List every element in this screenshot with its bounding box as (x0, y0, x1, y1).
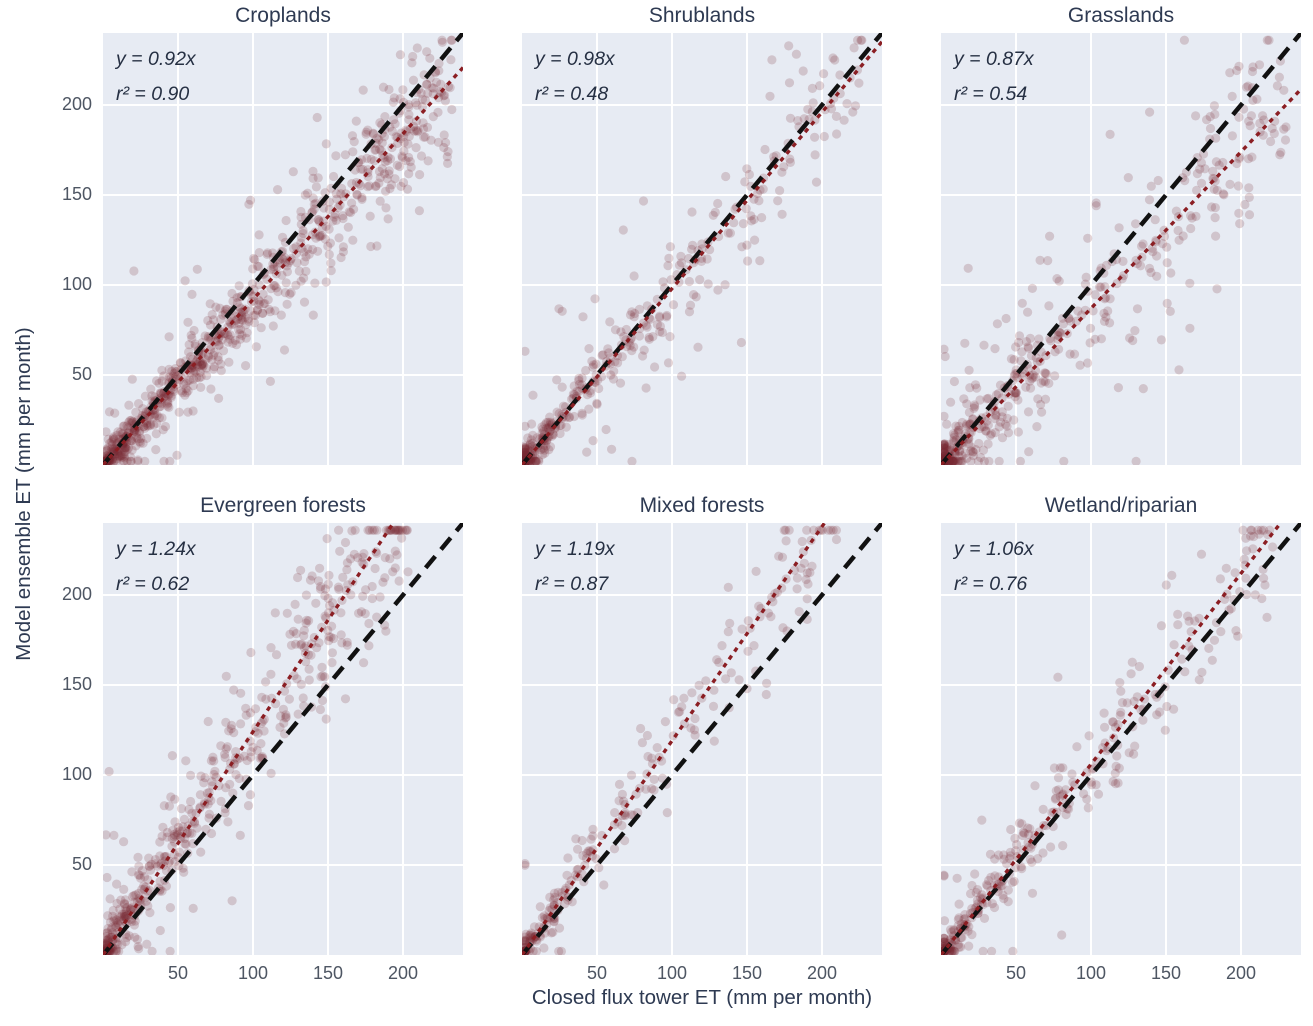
plot-area: y = 1.06x r² = 0.76 (941, 523, 1301, 955)
x-tick-label: 150 (1150, 963, 1182, 983)
y-tick-label: 50 (71, 364, 92, 384)
fit-annotation: y = 0.92x r² = 0.90 (116, 42, 196, 111)
plot-area: y = 1.19x r² = 0.87 (522, 523, 882, 955)
x-tick-label: 100 (237, 963, 269, 983)
panel-evergreen-forests: Evergreen forests y = 1.24x r² = 0.62 (103, 490, 463, 955)
panel-mixed-forests: Mixed forests y = 1.19x r² = 0.87 (522, 490, 882, 955)
plot-area: y = 0.92x r² = 0.90 (103, 33, 463, 465)
scatter-plot (103, 523, 463, 955)
scatter-plot (941, 33, 1301, 465)
scatter-plot (522, 33, 882, 465)
x-tick-label: 100 (656, 963, 688, 983)
fit-annotation: y = 1.06x r² = 0.76 (954, 532, 1034, 601)
x-tick-label: 200 (387, 963, 419, 983)
panel-title: Evergreen forests (200, 493, 366, 517)
fit-equation-label: y = 0.98x (535, 48, 615, 70)
panel-title: Mixed forests (639, 493, 765, 517)
y-tick-label: 200 (61, 584, 92, 604)
plot-area: y = 1.24x r² = 0.62 (103, 523, 463, 955)
x-tick-label: 50 (1005, 963, 1027, 983)
y-tick-label: 50 (71, 854, 92, 874)
fit-annotation: y = 0.87x r² = 0.54 (954, 42, 1034, 111)
r-squared-label: r² = 0.76 (954, 572, 1028, 595)
y-tick-label: 150 (61, 184, 92, 204)
panel-title: Wetland/riparian (1044, 493, 1198, 517)
x-tick-label: 100 (1075, 963, 1107, 983)
panel-grasslands: Grasslands y = 0.87x r² = 0.54 (941, 0, 1301, 465)
r-squared-label: r² = 0.90 (116, 82, 190, 105)
fit-annotation: y = 0.98x r² = 0.48 (535, 42, 615, 111)
scatter-plot (103, 33, 463, 465)
fit-equation-label: y = 0.92x (116, 48, 196, 70)
x-axis-label: Closed flux tower ET (mm per month) (531, 986, 873, 1009)
fit-equation-label: y = 1.24x (116, 538, 196, 560)
fit-equation-label: y = 0.87x (954, 48, 1034, 70)
y-axis-label: Model ensemble ET (mm per month) (12, 327, 35, 661)
y-tick-label: 150 (61, 674, 92, 694)
fit-equation-label: y = 1.06x (954, 538, 1034, 560)
x-tick-label: 200 (1225, 963, 1257, 983)
r-squared-label: r² = 0.62 (116, 572, 190, 595)
fit-annotation: y = 1.19x r² = 0.87 (535, 532, 615, 601)
panel-wetland-riparian: Wetland/riparian y = 1.06x r² = 0.76 (941, 490, 1301, 955)
plot-area: y = 0.98x r² = 0.48 (522, 33, 882, 465)
fit-annotation: y = 1.24x r² = 0.62 (116, 532, 196, 601)
x-tick-label: 50 (586, 963, 608, 983)
x-tick-label: 200 (806, 963, 838, 983)
y-tick-label: 200 (61, 94, 92, 114)
panel-croplands: Croplands y = 0.92x r² = 0.90 (103, 0, 463, 465)
x-tick-label: 50 (167, 963, 189, 983)
fit-equation-label: y = 1.19x (535, 538, 615, 560)
scatter-plot (522, 523, 882, 955)
y-tick-label: 100 (61, 274, 92, 294)
x-tick-label: 150 (312, 963, 344, 983)
y-tick-label: 100 (61, 764, 92, 784)
r-squared-label: r² = 0.54 (954, 82, 1028, 105)
scatter-plot (941, 523, 1301, 955)
panel-title: Croplands (235, 3, 331, 27)
r-squared-label: r² = 0.87 (535, 572, 609, 595)
panel-shrublands: Shrublands y = 0.98x r² = 0.48 (522, 0, 882, 465)
x-tick-label: 150 (731, 963, 763, 983)
panel-title: Shrublands (648, 3, 756, 27)
r-squared-label: r² = 0.48 (535, 82, 609, 105)
panel-title: Grasslands (1067, 3, 1175, 27)
plot-area: y = 0.87x r² = 0.54 (941, 33, 1301, 465)
